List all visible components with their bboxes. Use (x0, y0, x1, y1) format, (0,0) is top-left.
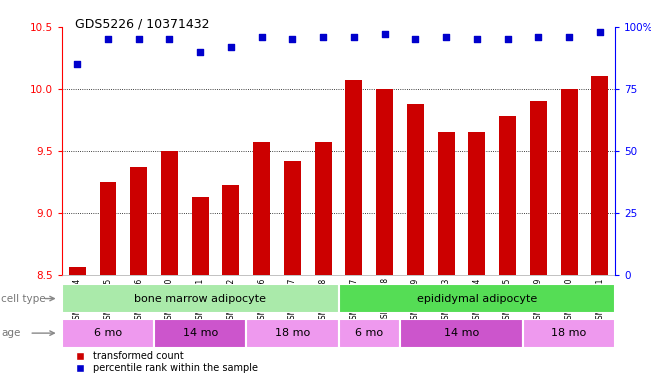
Point (503, 36, 513, 42)
Text: 14 mo: 14 mo (444, 328, 479, 338)
Point (256, 34, 267, 40)
Point (533, 34, 544, 40)
Bar (192, 197, 208, 275)
Bar (400, 319, 523, 348)
Text: bone marrow adipocyte: bone marrow adipocyte (134, 293, 266, 304)
Bar (284, 161, 301, 275)
Point (318, 34, 328, 40)
Text: 6 mo: 6 mo (355, 328, 383, 338)
Bar (530, 101, 547, 275)
Bar (523, 319, 615, 348)
Point (441, 34, 451, 40)
Bar (469, 132, 485, 275)
Bar (246, 319, 339, 348)
Text: 18 mo: 18 mo (275, 328, 310, 338)
Bar (161, 151, 178, 275)
Bar (69, 267, 86, 275)
Bar (346, 80, 363, 275)
Bar (154, 319, 246, 348)
Point (133, 36, 144, 42)
Text: 18 mo: 18 mo (551, 328, 587, 338)
Legend: transformed count, percentile rank within the sample: transformed count, percentile rank withi… (66, 348, 262, 377)
Point (195, 48, 205, 55)
Bar (253, 142, 270, 275)
Bar (62, 319, 154, 348)
Point (349, 34, 359, 40)
Bar (437, 132, 454, 275)
Bar (376, 89, 393, 275)
Point (287, 36, 298, 42)
Bar (314, 142, 331, 275)
Text: epididymal adipocyte: epididymal adipocyte (417, 293, 537, 304)
Text: 6 mo: 6 mo (94, 328, 122, 338)
Point (380, 31, 390, 37)
Point (72, 61, 83, 67)
Text: age: age (1, 328, 21, 338)
Point (226, 44, 236, 50)
Bar (561, 89, 577, 275)
Text: 14 mo: 14 mo (182, 328, 218, 338)
Bar (499, 116, 516, 275)
Point (410, 36, 421, 42)
Point (164, 36, 174, 42)
Bar (223, 185, 240, 275)
Text: cell type: cell type (1, 293, 46, 304)
Point (471, 36, 482, 42)
Bar (62, 284, 339, 313)
Bar (591, 76, 608, 275)
Bar (130, 167, 147, 275)
Bar (407, 104, 424, 275)
Text: GDS5226 / 10371432: GDS5226 / 10371432 (75, 17, 210, 30)
Point (564, 34, 574, 40)
Point (594, 29, 605, 35)
Bar (339, 284, 615, 313)
Point (103, 36, 113, 42)
Bar (339, 319, 400, 348)
Bar (100, 182, 117, 275)
